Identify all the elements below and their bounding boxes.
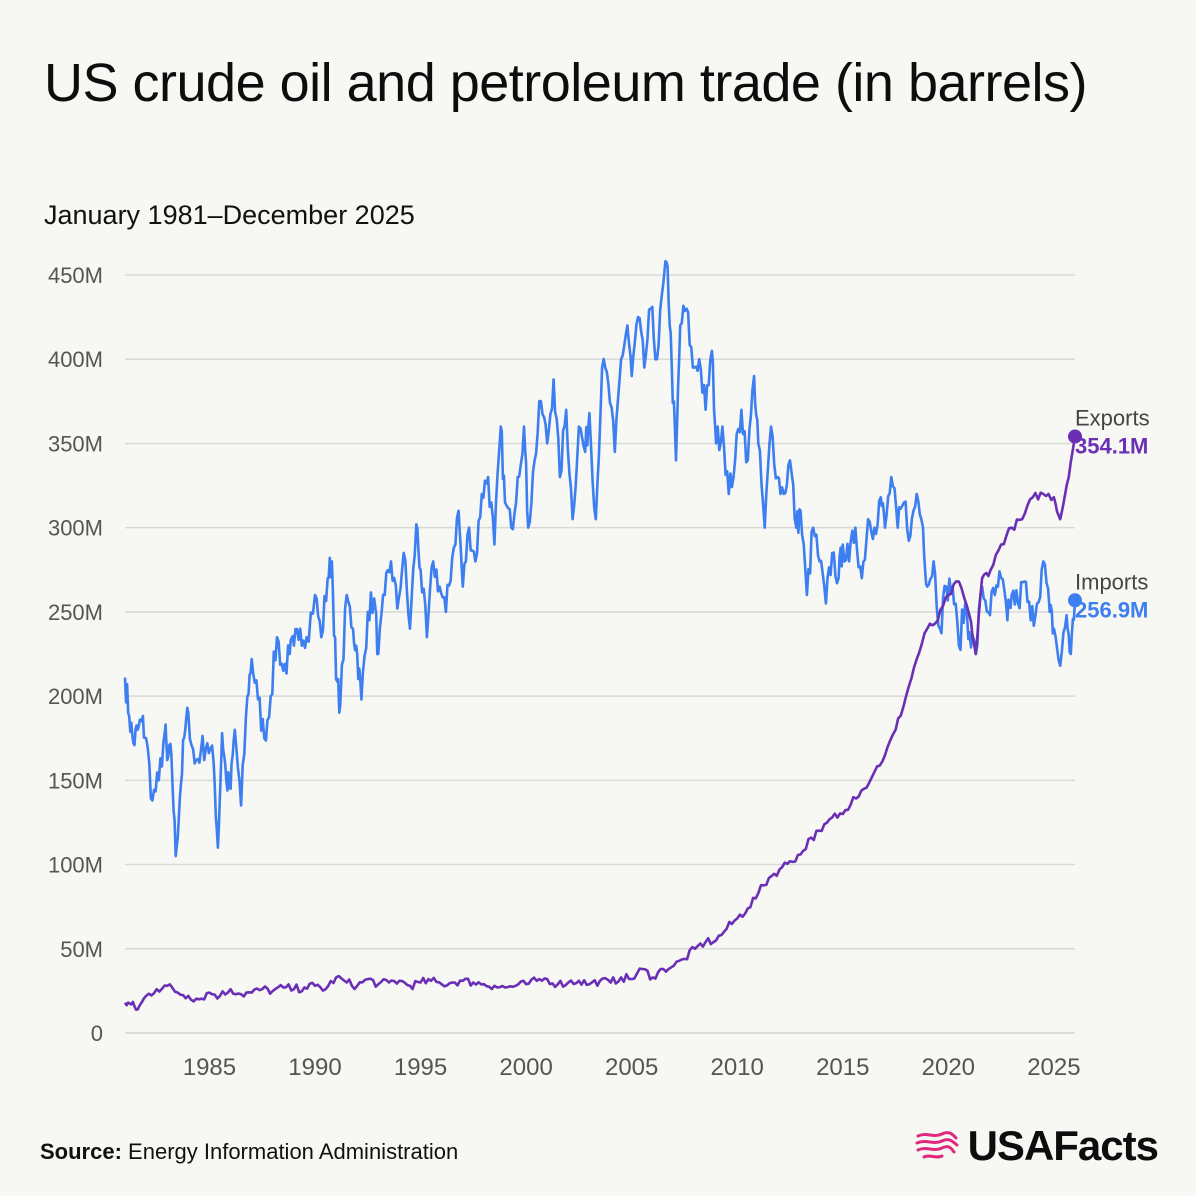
x-tick-label: 1985 bbox=[183, 1054, 236, 1081]
gridlines bbox=[125, 274, 1075, 1034]
y-tick-label: 100M bbox=[48, 853, 103, 878]
chart-title: US crude oil and petroleum trade (in bar… bbox=[44, 53, 1088, 113]
y-axis-ticks: 0 50M 100M 150M 200M 250M 300M 350M 400M 450M bbox=[48, 263, 103, 1046]
x-tick-label: 2000 bbox=[499, 1054, 552, 1081]
y-tick-label: 150M bbox=[48, 768, 103, 793]
series-end-labels: Imports 256.9M Exports 354.1M bbox=[1068, 406, 1150, 622]
series-line-imports bbox=[123, 259, 1077, 858]
x-tick-label: 2025 bbox=[1027, 1054, 1080, 1081]
x-tick-label: 1990 bbox=[288, 1054, 341, 1081]
series-name-label: Imports bbox=[1075, 569, 1148, 594]
y-tick-label: 50M bbox=[60, 937, 103, 962]
y-tick-label: 450M bbox=[48, 263, 103, 288]
chart-subtitle: January 1981–December 2025 bbox=[44, 200, 415, 230]
y-tick-label: 300M bbox=[48, 516, 103, 541]
series-end-point-exports bbox=[1068, 429, 1082, 444]
y-tick-label: 350M bbox=[48, 431, 103, 456]
usa-flag-map-icon bbox=[915, 1131, 959, 1159]
series-lines bbox=[123, 259, 1077, 1011]
source-note: Source: Energy Information Administratio… bbox=[40, 1139, 458, 1165]
x-tick-label: 2020 bbox=[922, 1054, 975, 1081]
brand-name: USAFacts bbox=[967, 1122, 1159, 1169]
x-tick-label: 2005 bbox=[605, 1054, 658, 1081]
series-value-label: 354.1M bbox=[1075, 434, 1148, 459]
series-end-point-imports bbox=[1068, 593, 1082, 608]
x-tick-label: 2010 bbox=[711, 1054, 764, 1081]
y-tick-label: 200M bbox=[48, 684, 103, 709]
x-tick-label: 2015 bbox=[816, 1054, 869, 1081]
x-tick-label: 1995 bbox=[394, 1054, 447, 1081]
series-name-label: Exports bbox=[1075, 406, 1150, 431]
source-label: Source: bbox=[40, 1139, 122, 1164]
y-tick-label: 250M bbox=[48, 600, 103, 625]
series-line-exports bbox=[123, 436, 1077, 1011]
y-tick-label: 0 bbox=[91, 1021, 103, 1046]
brand-logo: USAFacts bbox=[914, 1122, 1159, 1170]
x-axis-ticks: 1985 1990 1995 2000 2005 2010 2015 2020 2025 bbox=[183, 1054, 1081, 1081]
series-value-label: 256.9M bbox=[1075, 597, 1148, 622]
source-text: Energy Information Administration bbox=[128, 1139, 459, 1164]
y-tick-label: 400M bbox=[48, 347, 103, 372]
